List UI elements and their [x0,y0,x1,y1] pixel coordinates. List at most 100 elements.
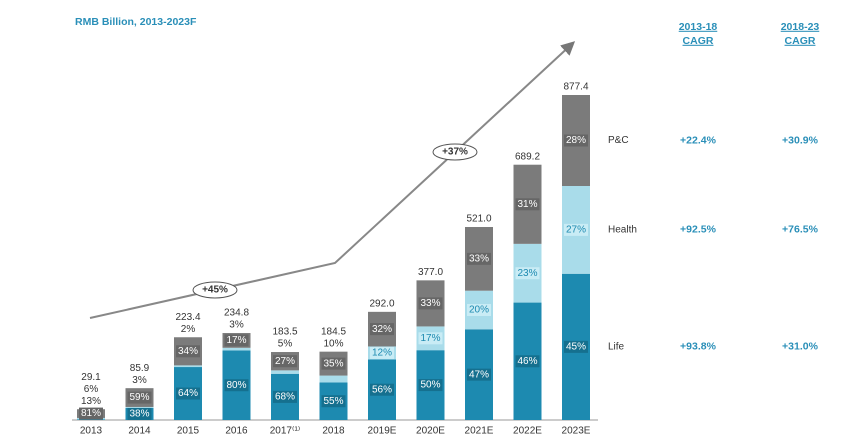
segment-label-outside: 5% [278,339,293,350]
x-tick-label: 2020E [416,426,445,437]
segment-label-box [418,297,443,310]
x-tick-label: 2015 [177,426,200,437]
segment-label: 50% [420,380,440,391]
cagr-header: 2013-18 [679,21,718,33]
x-tick-label: 2013 [80,426,103,437]
cagr-value: +76.5% [782,224,819,236]
segment-label: 31% [517,199,537,210]
segment-label-box [127,407,152,420]
segment-label-box [127,391,152,404]
segment-label: 59% [129,392,149,403]
segment-label: 32% [372,324,392,335]
cagr-value: +30.9% [782,134,819,146]
segment-label-outside: 6% [84,384,99,395]
segment-label: 27% [566,225,586,236]
segment-label-outside: 3% [229,320,244,331]
segment-label-outside: 2% [181,324,196,335]
cagr-value: +31.0% [782,341,819,353]
segment-label: 17% [226,335,246,346]
total-label: 184.5 [321,326,346,337]
segment-label-outside: 10% [323,338,343,349]
segment-label: 35% [323,358,343,369]
segment-label-box [515,355,540,368]
segment-label: 27% [275,356,295,367]
segment-label-box [224,334,249,347]
total-label: 292.0 [369,298,394,309]
bar-segment [271,370,299,374]
total-label: 877.4 [563,82,588,93]
segment-label-box [418,379,443,392]
cagr-value: +92.5% [680,224,717,236]
total-label: 183.5 [272,327,297,338]
segment-label-box [224,379,249,392]
trend-arrow [89,41,576,319]
segment-label-box [370,323,394,336]
segment-label-box [273,390,297,403]
bar-segment [222,347,251,351]
segment-label-box [418,332,443,345]
segment-label: 80% [226,380,246,391]
segment-label: 17% [420,333,440,344]
legend-label: Life [608,342,625,353]
x-tick-label: 2017⁽¹⁾ [270,426,301,437]
segment-label: 68% [275,392,295,403]
total-label: 85.9 [130,363,150,374]
bar-segment [125,406,154,408]
segment-label-box [370,346,394,359]
segment-label: 46% [517,356,537,367]
cagr-header: CAGR [785,35,816,47]
segment-label: 23% [517,268,537,279]
x-tick-label: 2014 [128,426,151,437]
segment-label: 55% [323,396,343,407]
segment-label: 56% [372,384,392,395]
x-tick-label: 2022E [513,426,542,437]
x-tick-label: 2023E [562,426,591,437]
x-tick-label: 2016 [225,426,248,437]
segment-label-box [467,368,491,381]
cagr-header: 2018-23 [781,21,820,33]
cagr-value: +93.8% [680,341,717,353]
total-label: 223.4 [175,312,200,323]
segment-label: 33% [420,298,440,309]
segment-label: 28% [566,135,586,146]
total-label: 689.2 [515,151,540,162]
segment-label: 81% [81,408,101,419]
segment-label-box [564,223,588,236]
x-tick-label: 2021E [465,426,494,437]
segment-label-box [515,267,540,280]
segment-label-box [176,345,200,358]
segment-label: 45% [566,342,586,353]
segment-label-box [321,357,346,370]
segment-label: 34% [178,346,198,357]
segment-label: 38% [129,409,149,420]
segment-label: 33% [469,253,489,264]
annotation-bubble [432,143,478,161]
segment-label-box [564,340,588,353]
segment-label-box [370,383,394,396]
x-tick-label: 2019E [368,426,397,437]
segment-label: 64% [178,388,198,399]
segment-label-box [176,387,200,400]
bar-segment [174,365,202,368]
chart-title: RMB Billion, 2013-2023F [75,16,197,28]
bar-segment [319,375,348,383]
segment-label-box [467,252,491,265]
annotation-bubble [192,281,238,299]
segment-label-outside: 13% [81,396,101,407]
legend-label: Health [608,225,637,236]
segment-label-box [79,407,103,420]
segment-label-box [321,395,346,408]
total-label: 377.0 [418,267,443,278]
segment-label-box [273,355,297,368]
segment-label: 20% [469,305,489,316]
segment-label-box [515,198,540,211]
cagr-header: CAGR [683,35,714,47]
cagr-value: +22.4% [680,134,717,146]
annotation: +37% [442,147,468,158]
total-label: 29.1 [81,372,101,383]
x-tick-label: 2018 [322,426,345,437]
segment-label: 12% [372,348,392,359]
bar-segment [77,419,105,420]
legend-label: P&C [608,135,629,146]
